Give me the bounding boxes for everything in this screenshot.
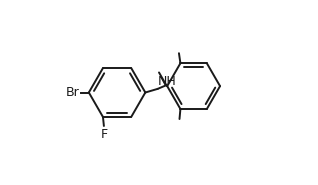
Text: NH: NH: [158, 75, 177, 88]
Text: F: F: [100, 127, 107, 141]
Text: Br: Br: [66, 86, 79, 99]
